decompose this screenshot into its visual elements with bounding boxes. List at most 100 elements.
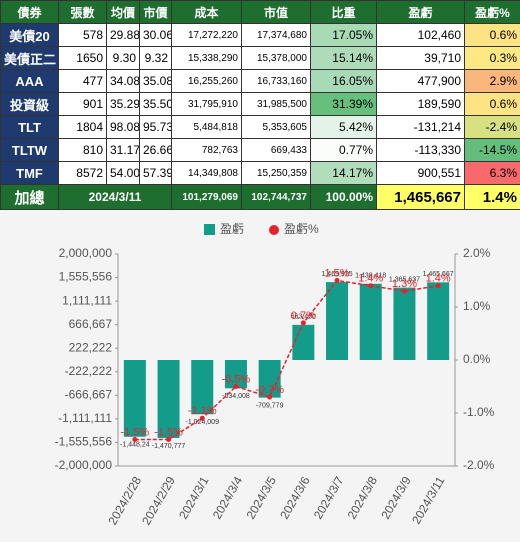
line-value-label: -1.1% bbox=[188, 405, 217, 417]
line-value-label: -0.7% bbox=[255, 384, 284, 396]
table-cell: 39,710 bbox=[377, 47, 465, 70]
y-tick-label: 222,222 bbox=[69, 340, 113, 354]
y2-tick-label: 2.0% bbox=[463, 246, 491, 260]
table-cell: 債券 bbox=[1, 1, 59, 24]
table-cell: 782,763 bbox=[172, 139, 242, 162]
table-cell: 901 bbox=[59, 93, 107, 116]
table-cell: 14.17% bbox=[311, 162, 377, 185]
table-cell: 0.77% bbox=[311, 139, 377, 162]
table-cell: -113,330 bbox=[377, 139, 465, 162]
table-cell: 810 bbox=[59, 139, 107, 162]
table-cell: 477,900 bbox=[377, 70, 465, 93]
table-cell: 669,433 bbox=[242, 139, 311, 162]
table-cell: TLT bbox=[1, 116, 59, 139]
table-cell: 市價 bbox=[140, 1, 172, 24]
table-cell: 57.39 bbox=[140, 162, 172, 185]
table-cell: 2024/3/11 bbox=[59, 185, 172, 210]
table-cell: 26.66 bbox=[140, 139, 172, 162]
y-tick-label: 1,111,111 bbox=[62, 293, 112, 307]
line-value-label: 1.4% bbox=[358, 273, 383, 285]
line-value-label: 1.5% bbox=[325, 267, 350, 279]
table-cell: 0.6% bbox=[465, 24, 520, 47]
table-cell: TLTW bbox=[1, 139, 59, 162]
line bbox=[135, 281, 438, 440]
line-value-label: 0.7% bbox=[291, 310, 316, 322]
table-cell: 盈虧 bbox=[377, 1, 465, 24]
table-cell: 1,465,667 bbox=[377, 185, 465, 210]
table-cell: 98.08 bbox=[107, 116, 140, 139]
legend-swatch bbox=[204, 224, 215, 235]
bar-value-label: -534,008 bbox=[222, 393, 250, 400]
y-tick-label: -1,555,556 bbox=[55, 435, 113, 449]
x-tick-label: 2024/3/6 bbox=[277, 474, 313, 522]
bar-value-label: -1,448,24 bbox=[120, 442, 150, 449]
table-cell: 美債20 bbox=[1, 24, 59, 47]
bar-value-label: -1,470,777 bbox=[152, 443, 186, 450]
y2-tick-label: 0.0% bbox=[463, 352, 491, 366]
table-cell: 6.3% bbox=[465, 162, 520, 185]
table-cell: 102,744,737 bbox=[242, 185, 311, 210]
bar bbox=[393, 288, 415, 360]
bar bbox=[124, 360, 146, 437]
table-cell: 477 bbox=[59, 70, 107, 93]
chart: 2,000,0001,555,5561,111,111666,667222,22… bbox=[0, 210, 520, 542]
table-cell: 1650 bbox=[59, 47, 107, 70]
table-cell: 16.05% bbox=[311, 70, 377, 93]
x-tick-label: 2024/3/1 bbox=[176, 474, 212, 522]
table-cell: 95.73 bbox=[140, 116, 172, 139]
table-row: 債券張數均價市價成本市值比重盈虧盈虧% bbox=[1, 1, 520, 24]
x-tick-label: 2024/3/8 bbox=[345, 474, 381, 522]
table-cell: 16,255,260 bbox=[172, 70, 242, 93]
table-cell: 900,551 bbox=[377, 162, 465, 185]
table-cell: 比重 bbox=[311, 1, 377, 24]
table-cell: 31,795,910 bbox=[172, 93, 242, 116]
table-cell: 9.30 bbox=[107, 47, 140, 70]
table-cell: 2.9% bbox=[465, 70, 520, 93]
y-tick-label: -1,111,111 bbox=[58, 411, 112, 425]
table-cell: 張數 bbox=[59, 1, 107, 24]
table-cell: -14.5% bbox=[465, 139, 520, 162]
table-cell: 均價 bbox=[107, 1, 140, 24]
x-tick-label: 2024/3/7 bbox=[311, 474, 347, 522]
table-cell: 35.29 bbox=[107, 93, 140, 116]
x-tick-label: 2024/3/11 bbox=[409, 474, 448, 527]
table-cell: 成本 bbox=[172, 1, 242, 24]
x-tick-label: 2024/3/5 bbox=[244, 474, 280, 522]
y2-tick-label: -1.0% bbox=[463, 405, 495, 419]
table-cell: 35.08 bbox=[140, 70, 172, 93]
table-cell: 578 bbox=[59, 24, 107, 47]
table-cell: 加總 bbox=[1, 185, 59, 210]
y-tick-label: 666,667 bbox=[69, 317, 113, 331]
y-tick-label: -2,000,000 bbox=[55, 458, 113, 472]
table-cell: 16,733,160 bbox=[242, 70, 311, 93]
table-cell: 5.42% bbox=[311, 116, 377, 139]
table-cell: -2.4% bbox=[465, 116, 520, 139]
line-value-label: -0.5% bbox=[222, 373, 251, 385]
table-cell: 15,338,290 bbox=[172, 47, 242, 70]
table-cell: 盈虧% bbox=[465, 1, 520, 24]
table-cell: 1.4% bbox=[465, 185, 520, 210]
legend-label: 盈虧 bbox=[220, 222, 244, 236]
table-cell: 15,250,359 bbox=[242, 162, 311, 185]
line-value-label: -1.5% bbox=[154, 426, 183, 438]
table-cell: 市值 bbox=[242, 1, 311, 24]
legend-label: 盈虧% bbox=[284, 222, 319, 236]
bar bbox=[326, 282, 348, 360]
bar bbox=[360, 284, 382, 360]
table-cell: 9.32 bbox=[140, 47, 172, 70]
x-tick-label: 2024/3/4 bbox=[210, 474, 246, 522]
table-cell: 0.6% bbox=[465, 93, 520, 116]
table-cell: 54.00 bbox=[107, 162, 140, 185]
x-tick-label: 2024/2/28 bbox=[105, 474, 144, 528]
table-cell: 31,985,500 bbox=[242, 93, 311, 116]
line-value-label: 1.3% bbox=[392, 278, 417, 290]
table-cell: 15,378,000 bbox=[242, 47, 311, 70]
bar bbox=[292, 325, 314, 360]
